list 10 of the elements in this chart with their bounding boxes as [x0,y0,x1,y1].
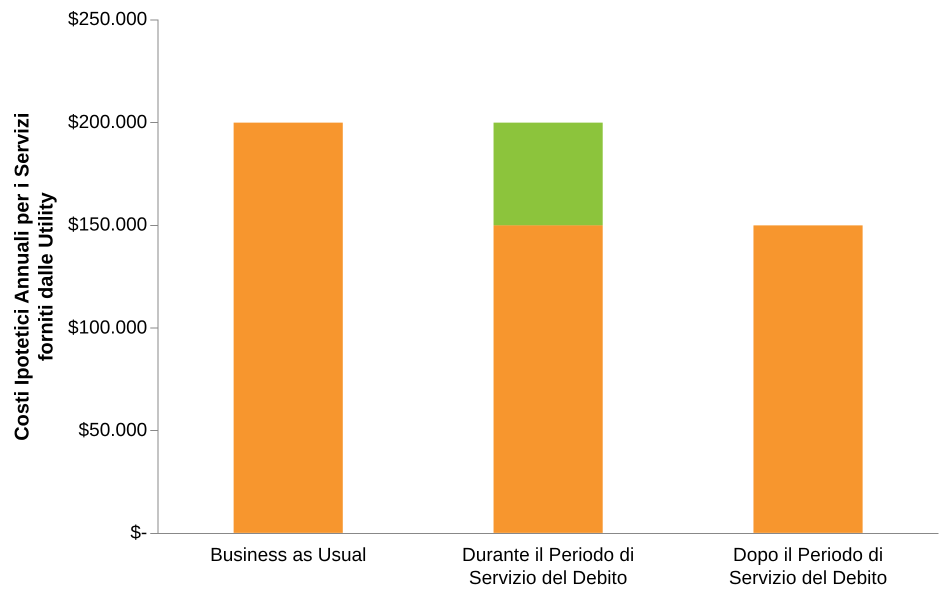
x-tick-label: Business as Usual [210,545,366,566]
y-tick-label: $250.000 [68,9,148,30]
y-tick-label: $100.000 [68,317,148,338]
y-tick-label: $50.000 [78,420,148,441]
y-tick-label: $200.000 [68,112,148,133]
x-tick-label: Dopo il Periodo di Servizio del Debito [728,545,888,589]
y-tick-label: $150.000 [68,214,148,236]
x-tick-label: Durante il Periodo di Servizio del Debito [462,545,634,589]
y-axis-title: Costi Ipotetici Annuali per i Servizi forniti dalle Utility [12,112,58,441]
y-tick-label: $- [130,522,148,544]
